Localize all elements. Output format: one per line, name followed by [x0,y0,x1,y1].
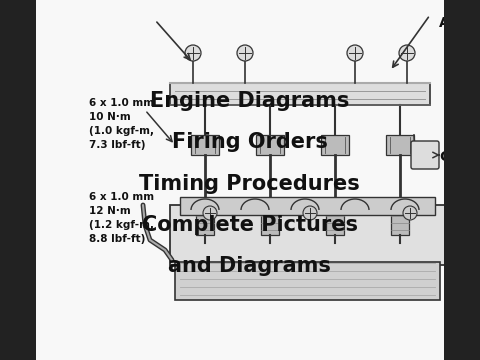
Circle shape [399,45,415,61]
Text: 6 x 1.0 mm
10 N·m
(1.0 kgf-m,
7.3 lbf-ft): 6 x 1.0 mm 10 N·m (1.0 kgf-m, 7.3 lbf-ft… [89,98,154,150]
Bar [0,0,36,360]
Text: Timing Procedures: Timing Procedures [139,174,360,194]
Bar [326,210,344,235]
Bar [391,210,409,235]
Bar [261,210,279,235]
Bar [196,210,214,235]
Circle shape [203,206,217,220]
Circle shape [347,45,363,61]
Bar [321,135,349,155]
Bar [36,0,444,360]
Text: A: A [439,16,450,30]
Circle shape [403,206,417,220]
Circle shape [237,45,253,61]
Text: Firing Orders: Firing Orders [172,132,327,152]
Text: C: C [439,150,449,163]
Text: Engine Diagrams: Engine Diagrams [150,91,349,111]
Bar [170,83,430,105]
Text: 6 x 1.0 mm
12 N·m
(1.2 kgf-m,
8.8 lbf-ft): 6 x 1.0 mm 12 N·m (1.2 kgf-m, 8.8 lbf-ft… [89,192,154,244]
Text: Complete Pictures: Complete Pictures [142,215,358,235]
FancyBboxPatch shape [411,141,439,169]
Circle shape [303,206,317,220]
Bar [444,0,480,360]
Bar [256,135,284,155]
Text: and Diagrams: and Diagrams [168,256,331,276]
Circle shape [185,45,201,61]
Bar [175,262,440,300]
Bar [386,135,414,155]
Bar [191,135,219,155]
Bar [170,205,445,265]
Bar [180,197,435,215]
